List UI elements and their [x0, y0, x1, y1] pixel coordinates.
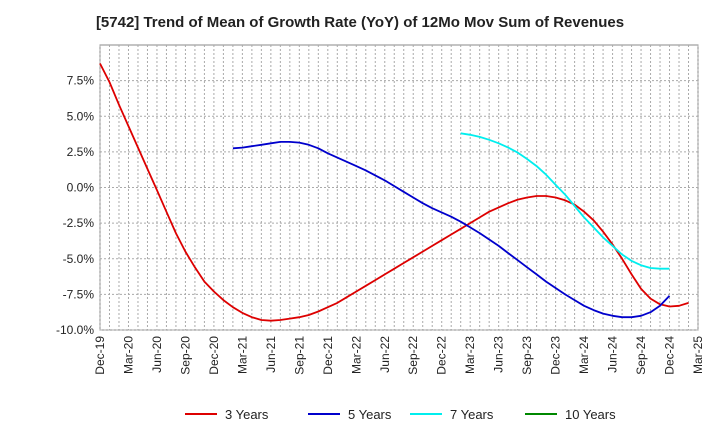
x-tick-label: Sep-22: [406, 336, 420, 375]
x-tick-label: Dec-19: [93, 336, 107, 375]
x-tick-label: Sep-24: [634, 336, 648, 375]
x-tick-label: Mar-20: [121, 336, 135, 374]
y-tick-label: 0.0%: [67, 181, 95, 195]
x-tick-label: Jun-21: [264, 336, 278, 373]
legend-label-7-years: 7 Years: [450, 407, 494, 422]
legend-label-10-years: 10 Years: [565, 407, 616, 422]
legend-label-3-years: 3 Years: [225, 407, 269, 422]
x-tick-label: Dec-20: [207, 336, 221, 375]
x-tick-label: Dec-21: [321, 336, 335, 375]
y-tick-label: -5.0%: [63, 252, 95, 266]
x-tick-label: Sep-21: [292, 336, 306, 375]
x-tick-label: Mar-25: [691, 336, 705, 374]
y-tick-label: 2.5%: [67, 145, 95, 159]
y-tick-label: -7.5%: [63, 287, 95, 301]
x-tick-label: Mar-23: [463, 336, 477, 374]
legend-label-5-years: 5 Years: [348, 407, 392, 422]
x-tick-label: Dec-23: [549, 336, 563, 375]
y-tick-label: -10.0%: [56, 323, 94, 337]
x-tick-label: Mar-22: [349, 336, 363, 374]
series-line-3-years: [99, 63, 689, 322]
x-tick-label: Jun-22: [378, 336, 392, 373]
series-line-7-years: [460, 132, 670, 270]
x-tick-label: Jun-23: [492, 336, 506, 373]
series-line-5-years: [232, 140, 671, 319]
x-tick-label: Mar-21: [235, 336, 249, 374]
y-tick-label: 7.5%: [67, 74, 95, 88]
y-tick-label: -2.5%: [63, 216, 95, 230]
series-lines: [99, 63, 689, 322]
plot-background: [100, 45, 698, 330]
legend: 3 Years 5 Years 7 Years 10 Years: [185, 407, 616, 422]
x-tick-label: Sep-20: [178, 336, 192, 375]
x-tick-label: Sep-23: [520, 336, 534, 375]
x-tick-label: Mar-24: [577, 336, 591, 374]
x-tick-label: Jun-24: [606, 336, 620, 373]
y-axis: -10.0% -7.5% -5.0% -2.5% 0.0% 2.5% 5.0% 7.5%: [56, 74, 94, 337]
y-tick-label: 5.0%: [67, 109, 95, 123]
x-tick-label: Dec-22: [435, 336, 449, 375]
x-axis: Dec-19 Mar-20 Jun-20 Sep-20 Dec-20 Mar-21 Jun-…: [93, 336, 705, 375]
x-tick-label: Dec-24: [663, 336, 677, 375]
chart-title: [5742] Trend of Mean of Growth Rate (YoY…: [95, 14, 625, 31]
x-tick-label: Jun-20: [150, 336, 164, 373]
